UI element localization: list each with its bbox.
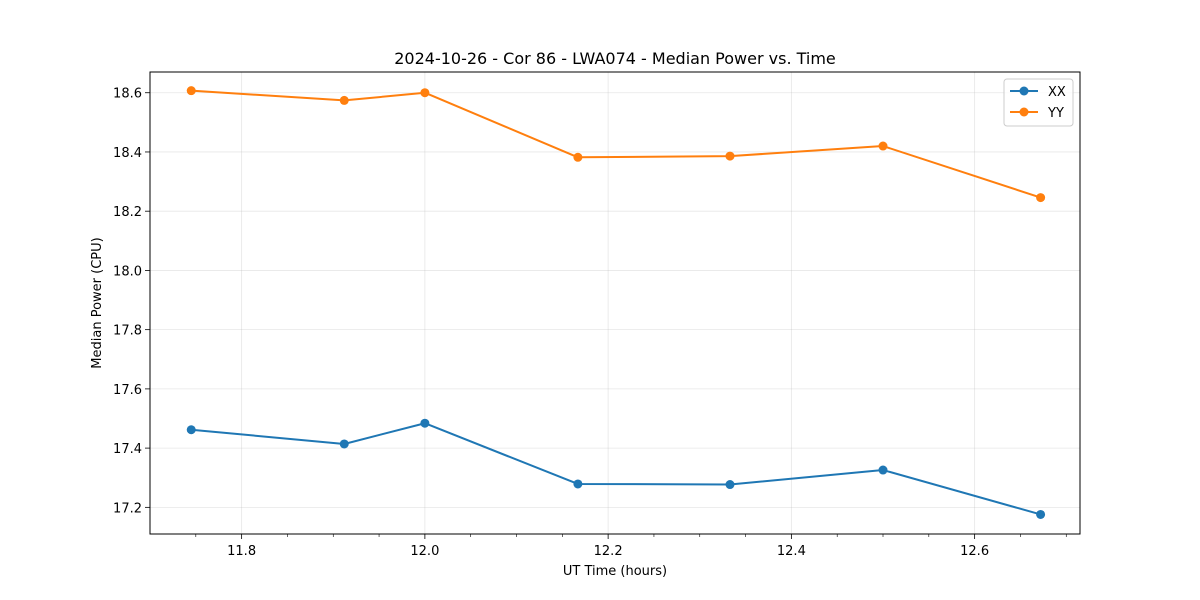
data-point-yy: [186, 86, 196, 96]
data-point-xx: [339, 439, 349, 449]
x-tick-label: 12.2: [594, 544, 623, 559]
x-tick-label: 11.8: [227, 544, 256, 559]
legend-marker-xx: [1019, 86, 1029, 96]
y-axis: 17.2 17.4 17.6 17.8 18.0 18.2 18.4 18.6: [113, 87, 150, 516]
legend-label-xx: XX: [1048, 85, 1066, 100]
y-tick-label: 18.0: [113, 264, 142, 279]
data-point-yy: [420, 88, 430, 98]
grid: [150, 72, 1080, 534]
data-point-yy: [339, 95, 349, 105]
y-tick-label: 17.8: [113, 324, 142, 339]
data-point-xx: [573, 479, 583, 489]
x-tick-label: 12.4: [777, 544, 806, 559]
data-point-xx: [186, 425, 196, 435]
y-tick-label: 18.2: [113, 205, 142, 220]
y-axis-label: Median Power (CPU): [90, 237, 105, 368]
legend: XX YY: [1003, 78, 1074, 127]
x-tick-label: 12.0: [410, 544, 439, 559]
data-point-yy: [725, 151, 735, 161]
data-point-yy: [878, 141, 888, 151]
data-point-yy: [573, 152, 583, 162]
x-axis-label: UT Time (hours): [563, 564, 667, 579]
data-point-xx: [420, 418, 430, 428]
y-tick-label: 17.2: [113, 501, 142, 516]
y-tick-label: 18.6: [113, 87, 142, 102]
series-layer: [186, 86, 1046, 519]
y-tick-label: 18.4: [113, 146, 142, 161]
data-point-xx: [878, 465, 888, 475]
x-axis: 11.8 12.0 12.2 12.4 12.6: [195, 534, 1067, 559]
data-point-xx: [1036, 509, 1046, 519]
chart-title: 2024-10-26 - Cor 86 - LWA074 - Median Po…: [394, 49, 836, 68]
y-tick-label: 17.6: [113, 383, 142, 398]
legend-marker-yy: [1019, 107, 1029, 117]
y-tick-label: 17.4: [113, 442, 142, 457]
legend-label-yy: YY: [1047, 106, 1064, 121]
data-point-yy: [1036, 193, 1046, 203]
data-point-xx: [725, 480, 735, 490]
x-tick-label: 12.6: [960, 544, 989, 559]
plot-frame: [149, 71, 1081, 535]
